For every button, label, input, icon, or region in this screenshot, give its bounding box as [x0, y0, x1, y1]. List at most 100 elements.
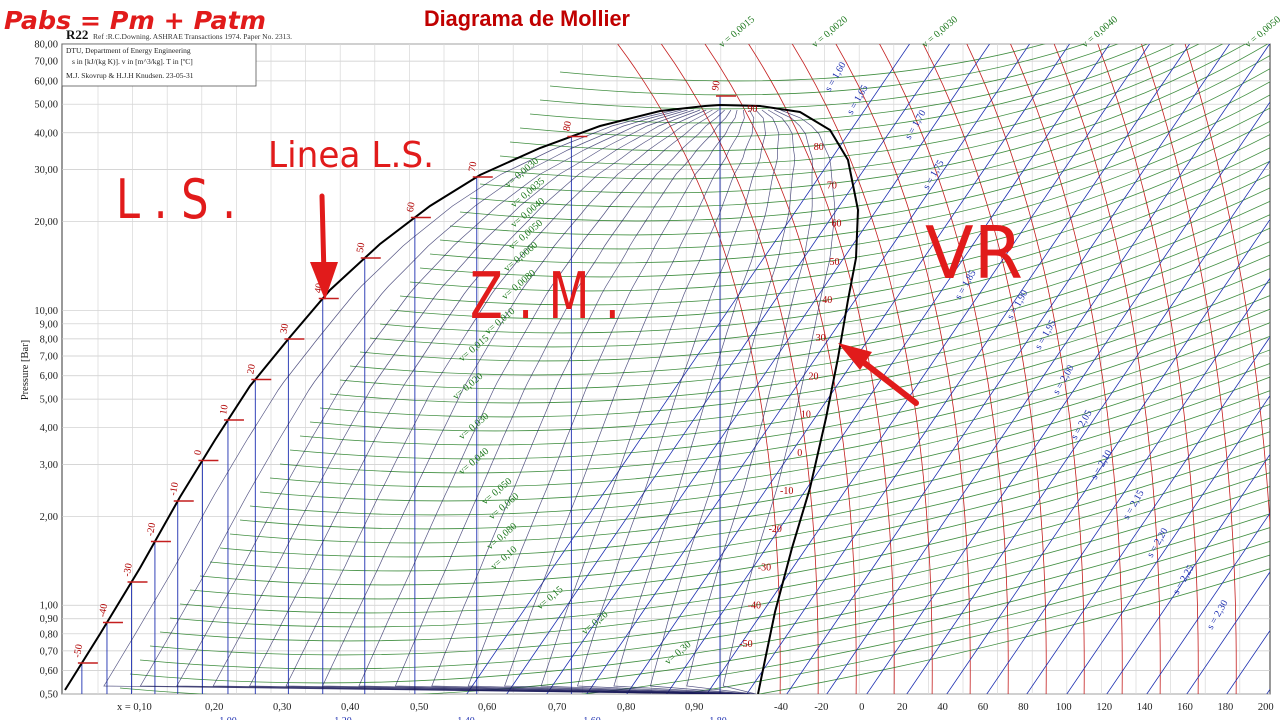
isochore-line [159, 472, 1270, 642]
quality-line [613, 109, 780, 694]
quality-line [577, 109, 766, 694]
vapor-temp-label: 80 [814, 142, 824, 153]
isentrope-line [986, 277, 1270, 694]
temperature-x-label: -20 [814, 702, 828, 713]
isochore-line [179, 444, 1270, 614]
liquid-temp-label: 70 [467, 161, 480, 173]
isochore-line [149, 485, 1270, 656]
quality-line [467, 109, 743, 694]
isentrope-line [1146, 512, 1270, 694]
info-line-2: s in [kJ/(kg K)]. v in [m^3/kg]. T in [º… [72, 57, 193, 66]
y-tick-label: 50,00 [34, 100, 58, 111]
vr-annotation: VR [925, 211, 1023, 295]
slide-title: Diagrama de Mollier [424, 6, 630, 31]
quality-x-label: 0,70 [548, 702, 566, 713]
y-tick-label: 30,00 [34, 165, 58, 176]
isochore-line [349, 214, 1270, 376]
quality-line [249, 109, 731, 694]
info-line-1: DTU, Department of Energy Engineering [66, 46, 191, 55]
isochore-line [389, 160, 1270, 320]
isochore-line [559, 44, 1046, 82]
vapor-isotherm [835, 44, 971, 694]
liquid-temperature-ticks [77, 95, 736, 664]
y-tick-label: 60,00 [34, 76, 58, 87]
liquid-temp-label: 60 [405, 201, 418, 213]
liquid-temp-label: -40 [97, 603, 110, 618]
vapor-isotherm [1184, 44, 1270, 532]
vapor-isotherm [1140, 44, 1237, 694]
vapor-isotherm [1010, 44, 1123, 694]
enthalpy-label: 1,20 [334, 716, 352, 720]
isochore-line [399, 147, 1270, 306]
vapor-isotherm [660, 44, 819, 694]
quality-line [358, 109, 737, 694]
isochore-line [549, 44, 1086, 96]
formula-annotation: Pabs = Pm + Patm [4, 6, 266, 35]
isochore-line [279, 308, 1270, 474]
isentrope-line [1026, 336, 1270, 694]
reference-label: Ref :R.C.Downing. ASHRAE Transactions 19… [93, 32, 292, 41]
isochore-line [459, 68, 1270, 222]
isochore-line [499, 44, 1224, 166]
vapor-temp-label: -50 [739, 639, 752, 650]
vapor-temp-label: 70 [827, 180, 837, 191]
isentrope-line [506, 44, 951, 694]
isochore-line [259, 335, 1270, 502]
liquid-temp-label: 0 [193, 449, 205, 456]
isochore-line [419, 120, 1270, 278]
substance-label: R22 [66, 27, 88, 42]
enthalpy-label: 1,60 [583, 716, 601, 720]
info-box [61, 43, 257, 87]
vapor-temp-label: 30 [816, 333, 826, 344]
temperature-x-label: 60 [978, 702, 989, 713]
isochore-line [449, 81, 1270, 236]
isentrope-line [586, 44, 1031, 694]
isentrope-line [546, 44, 991, 694]
temperature-x-label: 40 [937, 702, 948, 713]
y-tick-label: 70,00 [34, 57, 58, 68]
quality-line [212, 109, 729, 694]
enthalpy-label: 1,40 [457, 716, 475, 720]
isentrope-line [786, 44, 1231, 694]
quality-x-label: 0,80 [617, 702, 635, 713]
y-tick-label: 0,80 [40, 629, 58, 640]
quality-line [285, 109, 733, 694]
isentrope-line [946, 218, 1270, 694]
isochore-line [519, 44, 1175, 138]
isochore-line [509, 44, 1200, 152]
enthalpy-label: 1,80 [709, 716, 727, 720]
isentrope-line [746, 44, 1191, 694]
y-tick-label: 5,00 [40, 395, 58, 406]
y-tick-label: 0,90 [40, 614, 58, 625]
y-tick-label: 9,00 [40, 319, 58, 330]
y-tick-label: 40,00 [34, 128, 58, 139]
zm-annotation: Z . M . [470, 260, 620, 334]
vapor-temp-label: -30 [758, 562, 771, 573]
temperature-x-label: 80 [1018, 702, 1029, 713]
isochore-line [309, 268, 1270, 432]
temperature-x-label: 140 [1137, 702, 1153, 713]
liquid-temp-label: 30 [278, 323, 291, 335]
isentrope-line [866, 101, 1270, 694]
isochore-line [756, 568, 1270, 694]
temperature-x-labels: -40 -20 0 20 40 60 80 100 120 140 160 180 200 [774, 702, 1274, 713]
isochore-line [139, 499, 1270, 670]
vapor-isotherm [748, 44, 895, 694]
vapor-temp-label: -20 [769, 524, 782, 535]
liquid-temp-label: 40 [313, 282, 326, 294]
isochore-line [249, 349, 1270, 516]
liquid-temp-label: -20 [145, 522, 158, 537]
isentrope-line [1186, 571, 1270, 694]
temperature-x-label: -40 [774, 702, 788, 713]
vapor-temp-label: 50 [829, 257, 839, 268]
quality-x-label: 0,30 [273, 702, 291, 713]
isentrope-line [666, 44, 1111, 694]
ls-annotation: L . S . [116, 168, 236, 231]
quality-line [649, 109, 796, 694]
y-tick-label: 4,00 [40, 423, 58, 434]
y-tick-labels: 80,00 70,00 60,00 50,00 40,00 30,00 20,00 10,00… [34, 40, 58, 701]
vapor-temp-label: -10 [780, 486, 793, 497]
y-tick-label: 8,00 [40, 334, 58, 345]
temperature-x-label: 160 [1177, 702, 1193, 713]
info-line-3: M.J. Skovrup & H.J.H Knudsen. 23-05-31 [66, 71, 194, 80]
